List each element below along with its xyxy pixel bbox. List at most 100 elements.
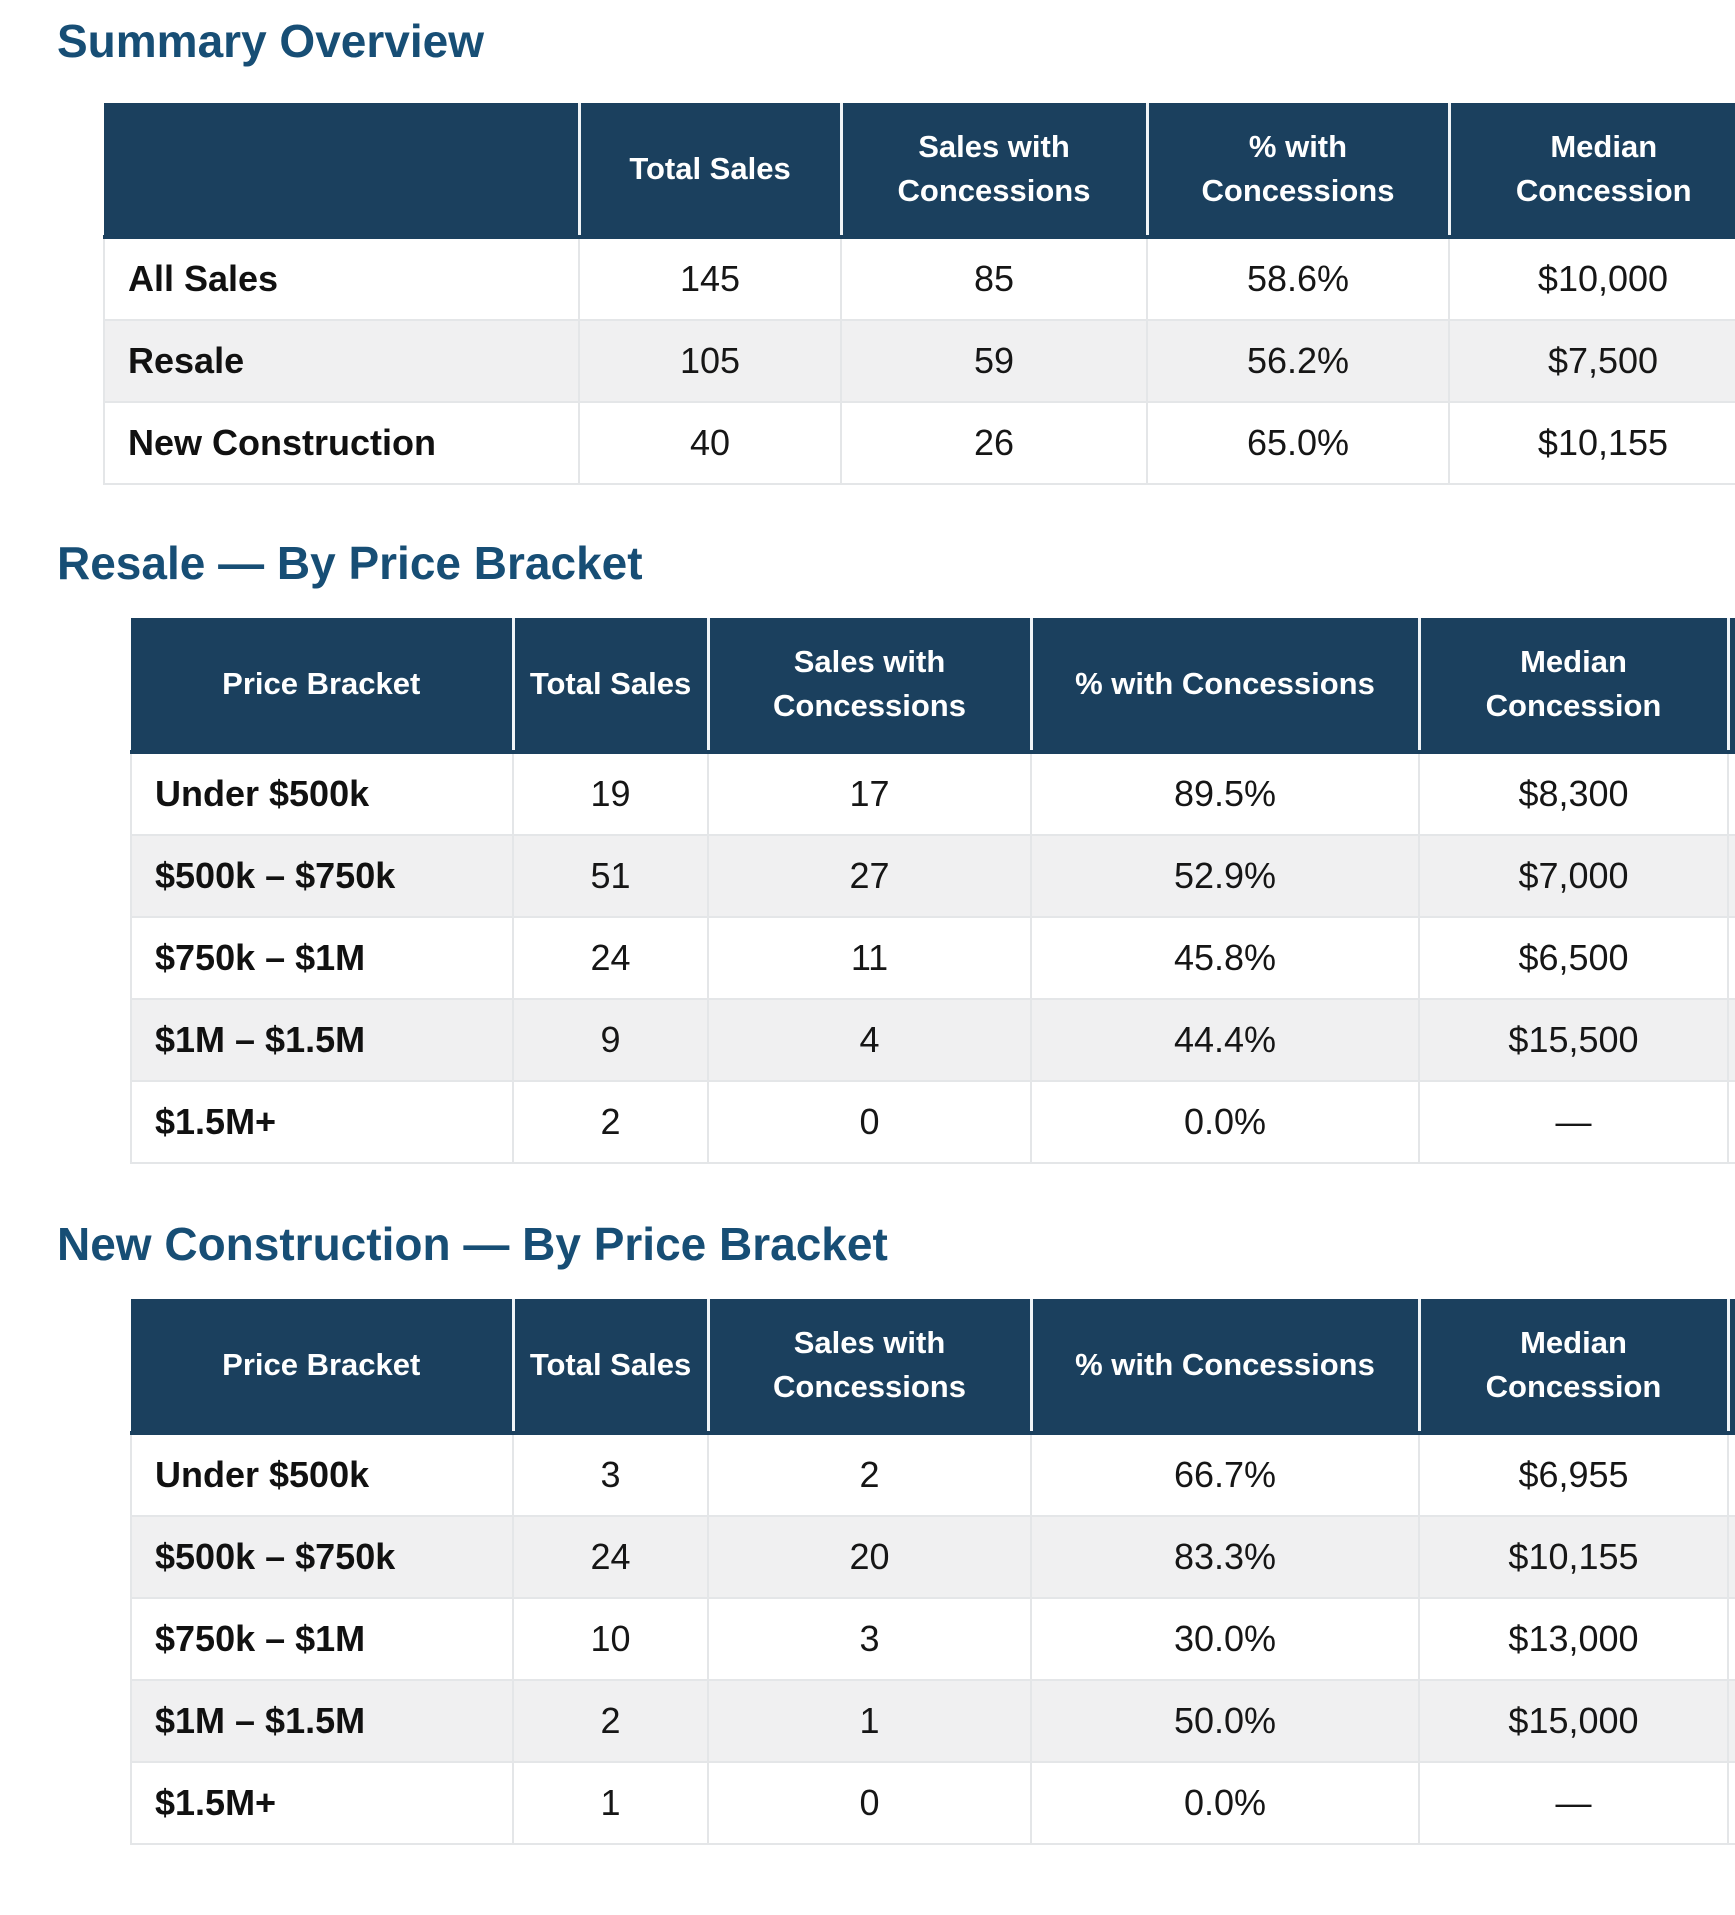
row-label: $1.5M+ — [130, 1080, 514, 1164]
row-label: $1.5M+ — [130, 1761, 514, 1845]
table-header-row: Total Sales Sales with Concessions % wit… — [104, 103, 1735, 239]
cell-sales-with-concessions: 2 — [707, 1432, 1032, 1517]
cell-pct-with-concessions: 44.4% — [1030, 998, 1420, 1082]
table-row: $500k – $750k 24 20 83.3% $10,155 — [130, 1515, 1735, 1599]
cell-cutoff — [1727, 1761, 1735, 1845]
cell-median-concession: $15,500 — [1418, 998, 1729, 1082]
cell-sales-with-concessions: 4 — [707, 998, 1032, 1082]
cell-total-sales: 2 — [512, 1679, 709, 1763]
cell-pct-with-concessions: 56.2% — [1146, 319, 1450, 403]
column-header-cutoff — [1726, 618, 1735, 754]
cell-sales-with-concessions: 0 — [707, 1080, 1032, 1164]
cell-cutoff — [1727, 834, 1735, 918]
cell-median-concession: $15,000 — [1418, 1679, 1729, 1763]
table-row: New Construction 40 26 65.0% $10,155 — [103, 401, 1735, 485]
cell-cutoff — [1727, 1432, 1735, 1517]
column-header-total-sales: Total Sales — [577, 103, 841, 239]
row-label: $1M – $1.5M — [130, 998, 514, 1082]
cell-total-sales: 10 — [512, 1597, 709, 1681]
cell-cutoff — [1727, 916, 1735, 1000]
cell-total-sales: 19 — [512, 751, 709, 836]
column-header-sales-with-concessions: Sales with Concessions — [706, 618, 1031, 754]
cell-median-concession: — — [1418, 1080, 1729, 1164]
row-label: New Construction — [103, 401, 580, 485]
column-header-price-bracket: Price Bracket — [131, 1299, 513, 1435]
summary-overview-table: Total Sales Sales with Concessions % wit… — [103, 103, 1735, 485]
cell-total-sales: 1 — [512, 1761, 709, 1845]
cell-pct-with-concessions: 89.5% — [1030, 751, 1420, 836]
cell-cutoff — [1727, 1597, 1735, 1681]
new-construction-by-price-bracket-title: New Construction — By Price Bracket — [57, 1218, 888, 1270]
new-construction-by-price-bracket-table: Price Bracket Total Sales Sales with Con… — [130, 1299, 1735, 1845]
cell-total-sales: 105 — [578, 319, 842, 403]
cell-cutoff — [1727, 751, 1735, 836]
column-header-median-concession: Median Concession — [1447, 103, 1735, 239]
cell-total-sales: 24 — [512, 1515, 709, 1599]
cell-sales-with-concessions: 20 — [707, 1515, 1032, 1599]
column-header-cutoff — [1726, 1299, 1735, 1435]
table-row: $750k – $1M 24 11 45.8% $6,500 — [130, 916, 1735, 1000]
table-row: $1.5M+ 1 0 0.0% — — [130, 1761, 1735, 1845]
cell-pct-with-concessions: 65.0% — [1146, 401, 1450, 485]
table-row: $1M – $1.5M 2 1 50.0% $15,000 — [130, 1679, 1735, 1763]
cell-pct-with-concessions: 0.0% — [1030, 1761, 1420, 1845]
cell-pct-with-concessions: 30.0% — [1030, 1597, 1420, 1681]
cell-pct-with-concessions: 66.7% — [1030, 1432, 1420, 1517]
column-header-sales-with-concessions: Sales with Concessions — [839, 103, 1147, 239]
table-row: $750k – $1M 10 3 30.0% $13,000 — [130, 1597, 1735, 1681]
cell-sales-with-concessions: 27 — [707, 834, 1032, 918]
table-row: Resale 105 59 56.2% $7,500 — [103, 319, 1735, 403]
cell-median-concession: $13,000 — [1418, 1597, 1729, 1681]
column-header-pct-with-concessions: % with Concessions — [1029, 1299, 1419, 1435]
cell-median-concession: $6,500 — [1418, 916, 1729, 1000]
cell-sales-with-concessions: 3 — [707, 1597, 1032, 1681]
column-header-total-sales: Total Sales — [511, 1299, 708, 1435]
cell-cutoff — [1727, 1515, 1735, 1599]
column-header-pct-with-concessions: % with Concessions — [1029, 618, 1419, 754]
row-label: Under $500k — [130, 751, 514, 836]
column-header-total-sales: Total Sales — [511, 618, 708, 754]
cell-median-concession: $8,300 — [1418, 751, 1729, 836]
table-row: $500k – $750k 51 27 52.9% $7,000 — [130, 834, 1735, 918]
row-label: $500k – $750k — [130, 1515, 514, 1599]
table-header-row: Price Bracket Total Sales Sales with Con… — [131, 618, 1735, 754]
table-row: Under $500k 19 17 89.5% $8,300 — [130, 751, 1735, 836]
table-row: $1M – $1.5M 9 4 44.4% $15,500 — [130, 998, 1735, 1082]
cell-cutoff — [1727, 1080, 1735, 1164]
cell-sales-with-concessions: 17 — [707, 751, 1032, 836]
cell-sales-with-concessions: 26 — [840, 401, 1148, 485]
cell-sales-with-concessions: 1 — [707, 1679, 1032, 1763]
row-label: $750k – $1M — [130, 916, 514, 1000]
cell-total-sales: 24 — [512, 916, 709, 1000]
row-label: All Sales — [103, 236, 580, 321]
table-row: All Sales 145 85 58.6% $10,000 — [103, 236, 1735, 321]
cell-sales-with-concessions: 59 — [840, 319, 1148, 403]
cell-median-concession: $10,000 — [1448, 236, 1735, 321]
cell-total-sales: 2 — [512, 1080, 709, 1164]
resale-by-price-bracket-table: Price Bracket Total Sales Sales with Con… — [130, 618, 1735, 1164]
cell-sales-with-concessions: 85 — [840, 236, 1148, 321]
cell-pct-with-concessions: 50.0% — [1030, 1679, 1420, 1763]
cell-sales-with-concessions: 0 — [707, 1761, 1032, 1845]
table-row: $1.5M+ 2 0 0.0% — — [130, 1080, 1735, 1164]
cell-pct-with-concessions: 58.6% — [1146, 236, 1450, 321]
column-header-price-bracket: Price Bracket — [131, 618, 513, 754]
column-header-median-concession: Median Concession — [1417, 1299, 1728, 1435]
cell-median-concession: $7,000 — [1418, 834, 1729, 918]
cell-sales-with-concessions: 11 — [707, 916, 1032, 1000]
cell-cutoff — [1727, 998, 1735, 1082]
cell-median-concession: $10,155 — [1418, 1515, 1729, 1599]
cell-pct-with-concessions: 45.8% — [1030, 916, 1420, 1000]
cell-total-sales: 51 — [512, 834, 709, 918]
cell-pct-with-concessions: 52.9% — [1030, 834, 1420, 918]
cell-total-sales: 40 — [578, 401, 842, 485]
summary-overview-title: Summary Overview — [57, 15, 485, 67]
cell-median-concession: $10,155 — [1448, 401, 1735, 485]
column-header-pct-with-concessions: % with Concessions — [1145, 103, 1449, 239]
cell-total-sales: 3 — [512, 1432, 709, 1517]
table-row: Under $500k 3 2 66.7% $6,955 — [130, 1432, 1735, 1517]
cell-pct-with-concessions: 0.0% — [1030, 1080, 1420, 1164]
cell-total-sales: 145 — [578, 236, 842, 321]
column-header-median-concession: Median Concession — [1417, 618, 1728, 754]
resale-by-price-bracket-title: Resale — By Price Bracket — [57, 537, 643, 589]
